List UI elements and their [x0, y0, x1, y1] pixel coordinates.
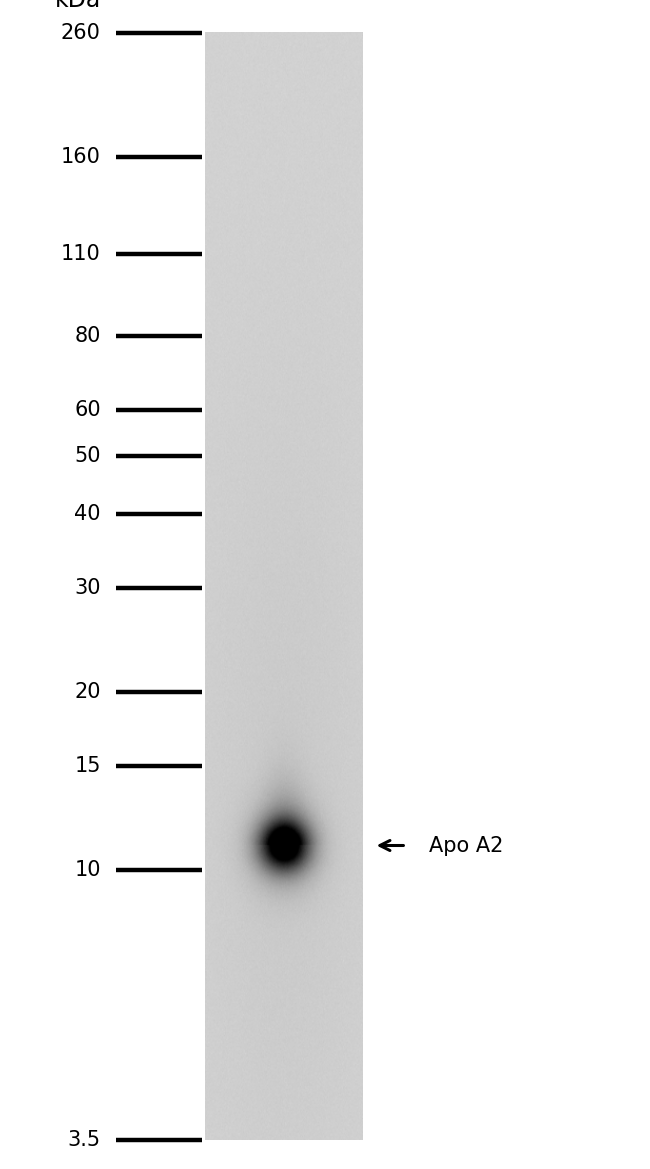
Text: 40: 40: [74, 504, 101, 524]
Text: 260: 260: [61, 22, 101, 43]
Text: 50: 50: [74, 447, 101, 466]
Text: 15: 15: [74, 756, 101, 776]
Text: 20: 20: [74, 682, 101, 701]
Text: 3.5: 3.5: [68, 1129, 101, 1150]
Text: 60: 60: [74, 400, 101, 420]
Text: kDa: kDa: [55, 0, 101, 12]
Text: 80: 80: [74, 326, 101, 346]
Text: 110: 110: [61, 244, 101, 264]
Text: 160: 160: [61, 147, 101, 167]
Text: 10: 10: [74, 860, 101, 880]
Text: 30: 30: [74, 577, 101, 597]
Text: Apo A2: Apo A2: [429, 836, 503, 856]
